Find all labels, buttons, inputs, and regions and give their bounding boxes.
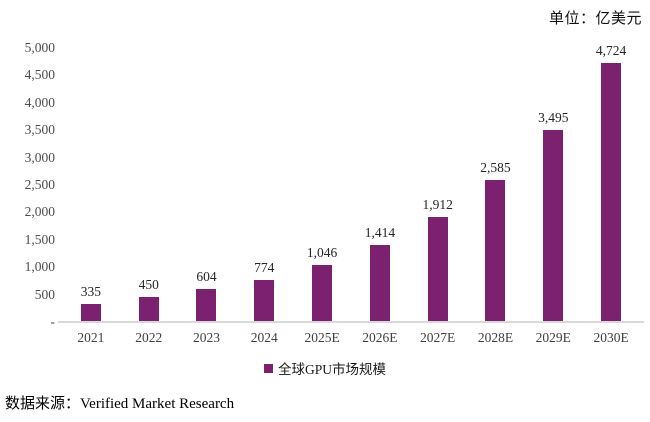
bar-value-label: 4,724 [595, 43, 627, 58]
x-axis-label-2030E: 2030E [593, 330, 629, 345]
x-axis-label-2027E: 2027E [420, 330, 456, 345]
bar-2030E [601, 63, 622, 322]
bar-column-2026E: 1,414 [351, 40, 409, 322]
bar-value-label: 604 [196, 269, 217, 284]
x-axis-label-2021: 2021 [77, 330, 105, 345]
x-axis-label-2026E: 2026E [362, 330, 398, 345]
bar-column-2028E: 2,585 [467, 40, 525, 322]
bar-value-label: 450 [138, 277, 159, 292]
x-axis-label-2024: 2024 [250, 330, 278, 345]
bars-container: 335 450 604 774 1,046 1,414 1,912 2,585 3,495 4,7… [62, 40, 640, 322]
x-axis-label-2022: 2022 [135, 330, 163, 345]
legend-swatch-icon [263, 363, 273, 373]
y-axis-tick-label: 1,500 [24, 231, 55, 247]
bar-value-label: 1,414 [364, 225, 396, 240]
x-axis-line [58, 321, 644, 323]
y-axis-tick-label: 2,000 [24, 204, 55, 220]
legend: 全球GPU市场规模 [0, 358, 650, 378]
bar-2029E [543, 130, 564, 322]
bar-column-2029E: 3,495 [524, 40, 582, 322]
bar-2026E [369, 245, 390, 322]
bar-column-2030E: 4,724 [582, 40, 640, 322]
bar-2023 [196, 289, 217, 322]
bar-column-2024: 774 [235, 40, 293, 322]
bar-column-2025E: 1,046 [293, 40, 351, 322]
y-axis-tick-label: 1,000 [24, 259, 55, 275]
y-axis-tick-label: 2,500 [24, 177, 55, 192]
unit-label: 单位：亿美元 [548, 11, 642, 27]
bar-value-label: 1,046 [306, 245, 338, 260]
x-axis-label-2025E: 2025E [304, 330, 340, 345]
bar-2022 [138, 297, 159, 322]
bar-value-label: 3,495 [538, 110, 569, 125]
bar-value-label: 335 [80, 284, 102, 299]
bar-value-label: 2,585 [480, 160, 511, 175]
y-axis-tick-label: 4,500 [24, 67, 55, 83]
y-axis-tick-label: 5,000 [24, 40, 55, 55]
legend-label: 全球GPU市场规模 [277, 362, 386, 377]
bar-value-label: 774 [254, 260, 275, 275]
bar-2025E [312, 265, 333, 322]
y-axis-tick-label: 3,000 [24, 149, 55, 165]
bar-value-label: 1,912 [422, 197, 453, 212]
bar-2028E [485, 180, 506, 322]
bar-column-2022: 450 [120, 40, 178, 322]
y-axis-tick-label: 500 [34, 286, 55, 302]
x-axis-labels: 2021 2022 2023 2024 2025E 2026E 2027E 2028E 2029… [62, 330, 640, 346]
bar-column-2027E: 1,912 [409, 40, 467, 322]
bar-2021 [80, 304, 101, 322]
bar-2024 [254, 280, 275, 322]
x-axis-label-2023: 2023 [192, 330, 220, 345]
bar-column-2021: 335 [62, 40, 120, 322]
y-axis-tick-label: 3,500 [24, 122, 55, 138]
y-axis-tick-label: - [50, 314, 56, 329]
x-axis-label-2029E: 2029E [535, 330, 571, 345]
data-source-label: 数据来源：Verified Market Research [5, 396, 235, 412]
bar-2027E [427, 217, 448, 322]
bar-column-2023: 604 [178, 40, 236, 322]
y-axis-tick-label: 4,000 [24, 94, 55, 110]
x-axis-label-2028E: 2028E [477, 330, 514, 345]
y-axis: 5,000 4,500 4,000 3,500 3,000 2,500 2,000 1,500… [0, 0, 55, 422]
